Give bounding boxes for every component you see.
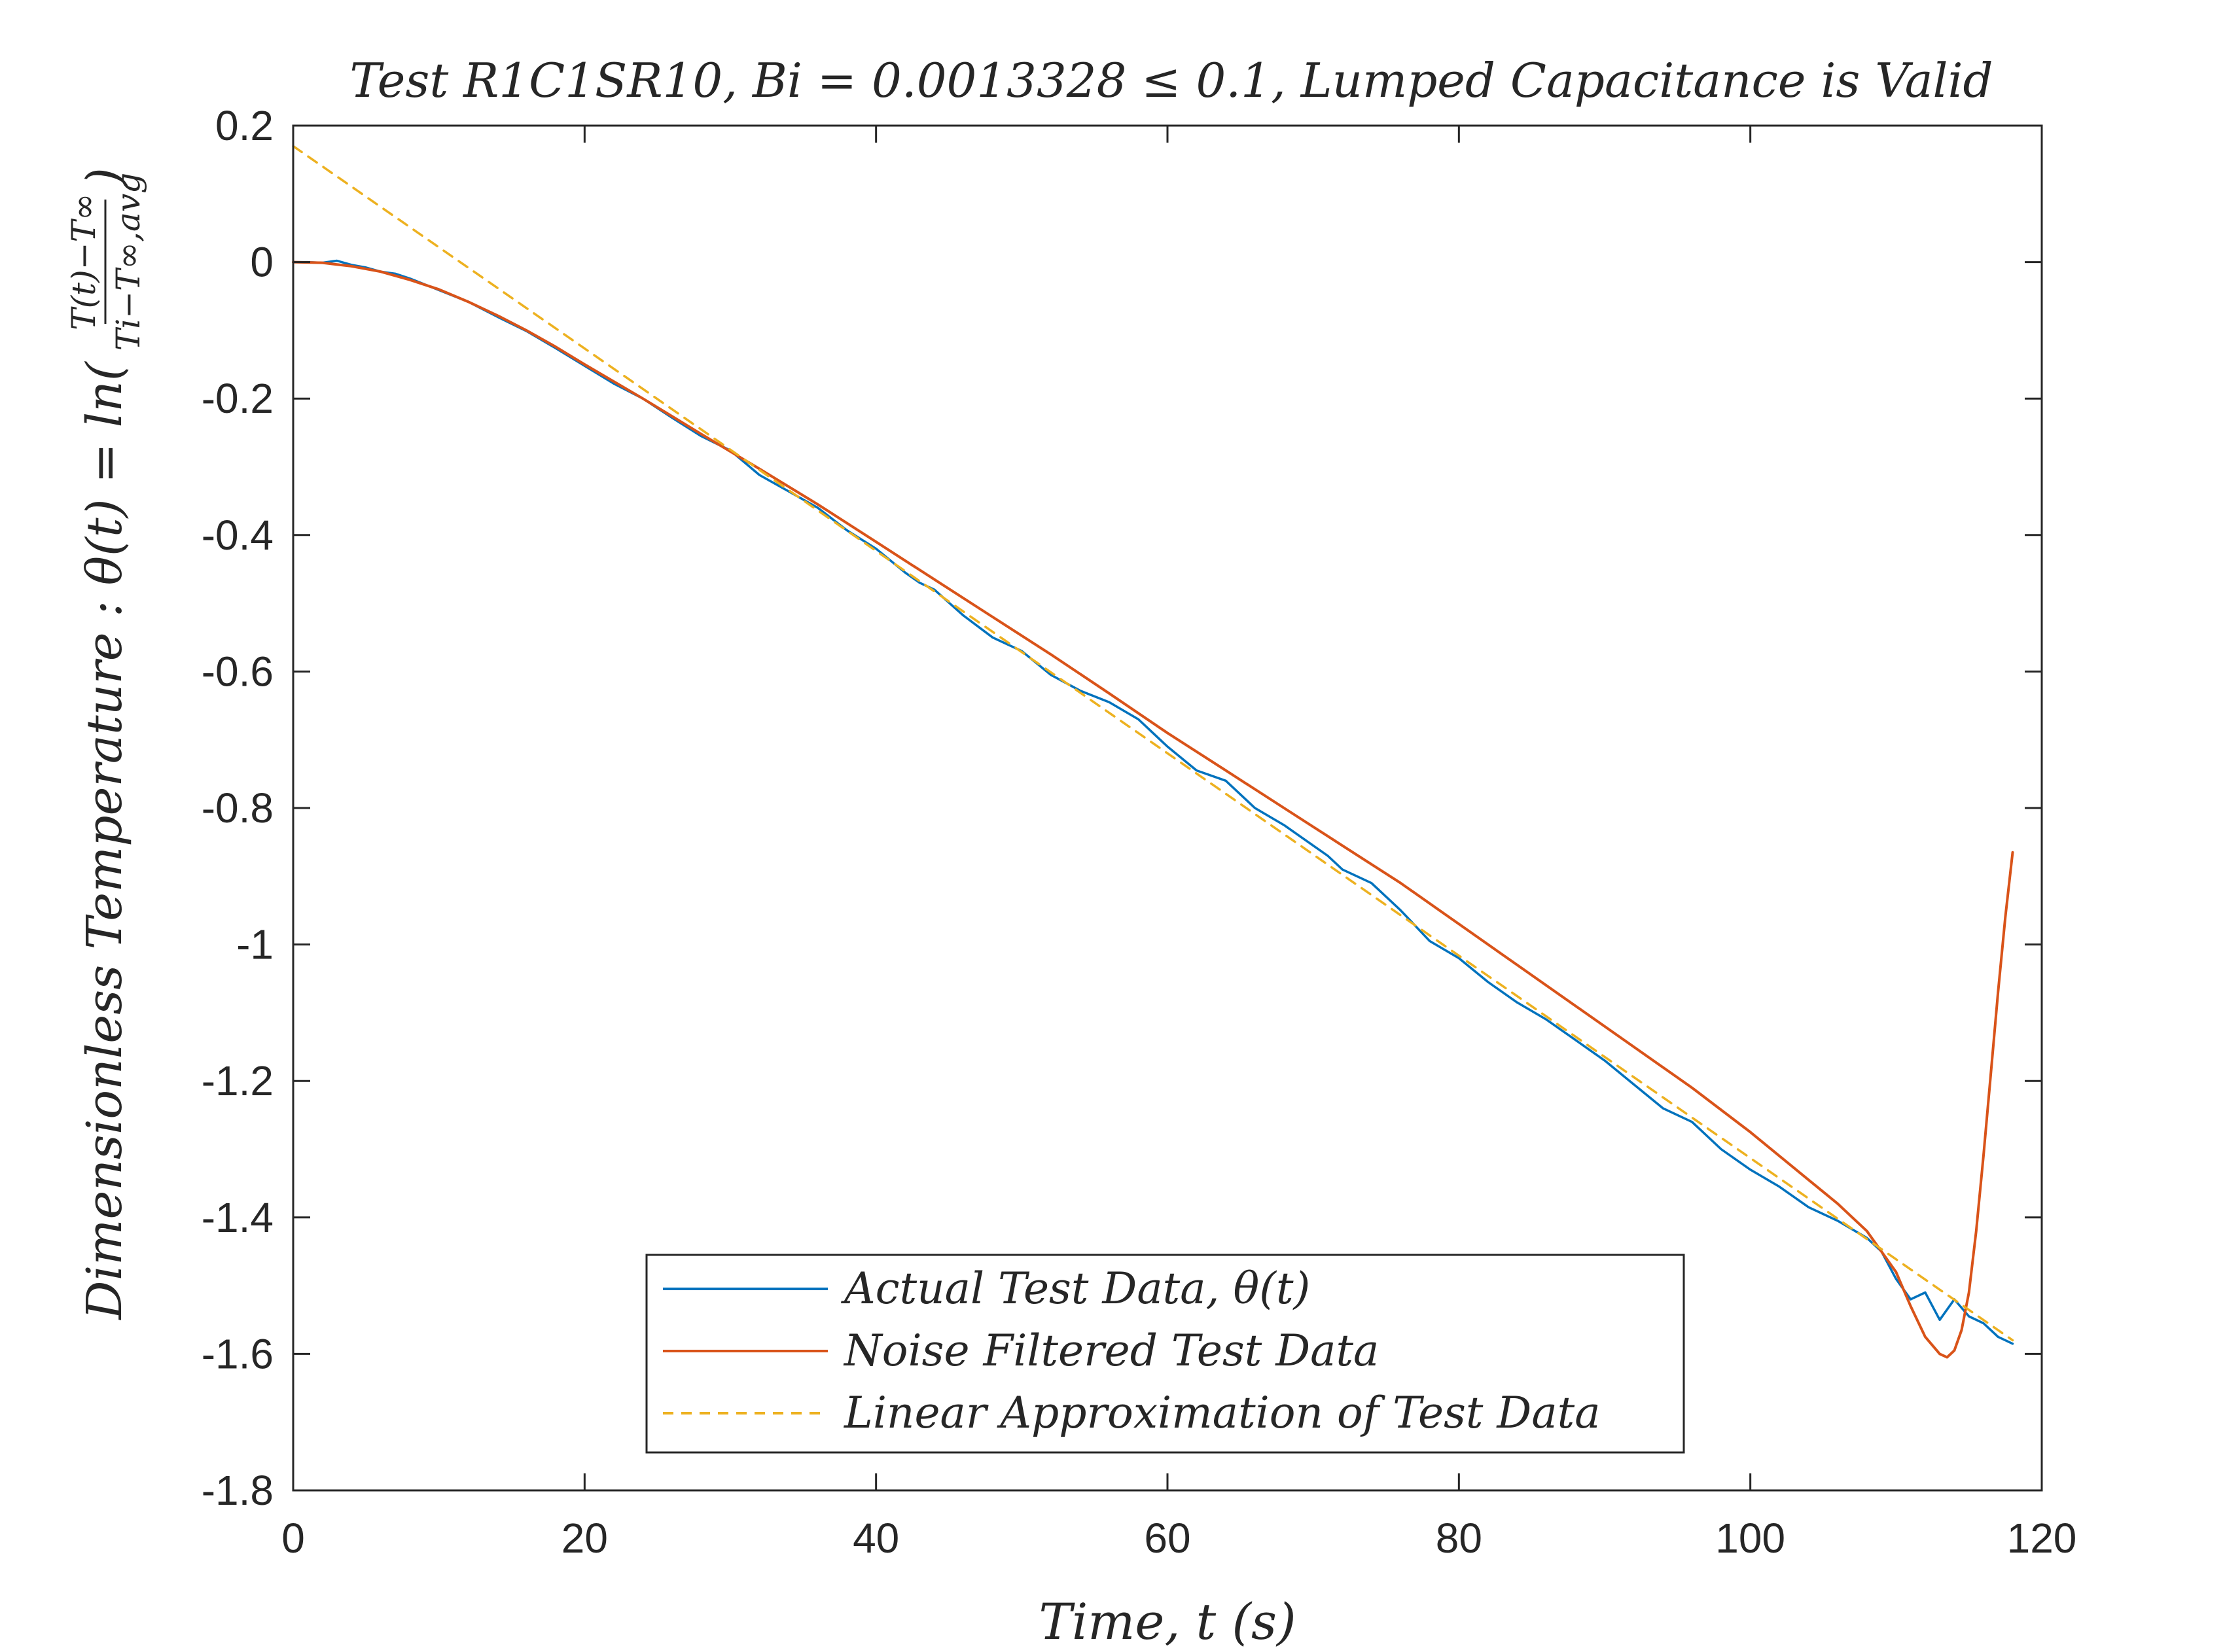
y-tick-label: -1.8 xyxy=(202,1467,274,1514)
legend-items: Actual Test Data, θ(t) Noise Filtered Tes… xyxy=(663,1263,1601,1438)
x-tick-label: 60 xyxy=(1144,1515,1190,1562)
x-tick-label: 120 xyxy=(2007,1515,2077,1562)
legend-label-2: Linear Approximation of Test Data xyxy=(844,1388,1601,1438)
chart-title: Test R1C1SR10, Bi = 0.0013328 ≤ 0.1, Lum… xyxy=(349,53,1993,108)
x-axis-label: Time, t (s) xyxy=(1039,1592,1296,1651)
x-tick-label: 20 xyxy=(561,1515,608,1562)
y-axis-label-denominator: Ti−T∞,avg xyxy=(109,173,147,351)
y-tick-label: -1 xyxy=(236,921,274,968)
x-axis-ticks: 0 20 40 60 80 100 120 xyxy=(281,126,2076,1562)
legend-label-1: Noise Filtered Test Data xyxy=(843,1326,1379,1376)
y-tick-label: -1.6 xyxy=(202,1330,274,1377)
y-tick-label: -1.2 xyxy=(202,1057,274,1104)
x-tick-label: 100 xyxy=(1715,1515,1785,1562)
y-tick-label: -0.2 xyxy=(202,375,274,422)
series-layer xyxy=(292,145,2014,1359)
y-axis-ticks: 0.2 0 -0.2 -0.4 -0.6 -0.8 -1 -1.2 -1.4 -1.6 -1.8 xyxy=(202,102,2042,1514)
y-tick-label: -0.8 xyxy=(202,784,274,832)
y-tick-label: 0.2 xyxy=(215,102,274,149)
y-axis-label-numerator: T(t)−T∞ xyxy=(65,193,103,330)
series-line-2 xyxy=(292,145,2014,1342)
y-tick-label: -1.4 xyxy=(202,1194,274,1241)
x-tick-label: 0 xyxy=(281,1515,305,1562)
y-axis-label: Dimensionless Temperature : θ(t) = ln( T… xyxy=(65,167,147,1321)
legend-label-0: Actual Test Data, θ(t) xyxy=(840,1263,1310,1314)
series-line-1 xyxy=(292,260,2014,1359)
y-tick-label: -0.4 xyxy=(202,512,274,559)
y-tick-label: 0 xyxy=(250,239,274,286)
x-tick-label: 40 xyxy=(853,1515,899,1562)
y-axis-label-text: Dimensionless Temperature : θ(t) = ln( xyxy=(77,360,133,1321)
legend: Actual Test Data, θ(t) Noise Filtered Tes… xyxy=(645,1254,1685,1454)
y-axis-label-closing-paren: ) xyxy=(77,167,133,188)
y-tick-label: -0.6 xyxy=(202,648,274,695)
x-tick-label: 80 xyxy=(1436,1515,1482,1562)
